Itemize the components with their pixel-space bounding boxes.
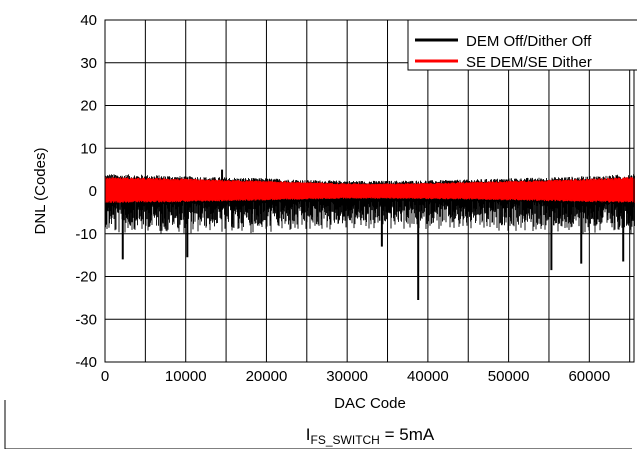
y-tick-label: 40 bbox=[80, 12, 97, 29]
legend: DEM Off/Dither Off SE DEM/SE Dither bbox=[407, 19, 637, 71]
y-tick-label: 10 bbox=[80, 140, 97, 157]
x-tick-label: 60000 bbox=[568, 368, 610, 385]
y-tick-label: -40 bbox=[75, 354, 97, 371]
legend-label-se-dem: SE DEM/SE Dither bbox=[466, 54, 592, 71]
y-axis-label: DNL (Codes) bbox=[32, 148, 49, 235]
annotation-prefix: I bbox=[306, 425, 311, 444]
tick-labels: 0 10000 20000 30000 40000 50000 60000 -40 -30 -20… bbox=[75, 12, 610, 385]
data-layer bbox=[104, 169, 635, 301]
x-axis-label: DAC Code bbox=[334, 395, 406, 412]
x-tick-label: 40000 bbox=[407, 368, 449, 385]
y-tick-label: 30 bbox=[80, 55, 97, 72]
annotation-suffix: = 5mA bbox=[380, 425, 435, 444]
y-tick-label: 0 bbox=[89, 183, 97, 200]
plot-border bbox=[104, 19, 635, 363]
legend-label-dem-off: DEM Off/Dither Off bbox=[466, 33, 592, 50]
y-tick-label: -30 bbox=[75, 311, 97, 328]
x-tick-label: 0 bbox=[101, 368, 109, 385]
x-tick-label: 50000 bbox=[488, 368, 530, 385]
annotation-subscript: FS_SWITCH bbox=[311, 433, 380, 447]
x-tick-label: 30000 bbox=[326, 368, 368, 385]
y-tick-label: -20 bbox=[75, 269, 97, 286]
y-tick-label: -10 bbox=[75, 226, 97, 243]
condition-annotation: IFS_SWITCH = 5mA bbox=[306, 425, 435, 447]
x-tick-label: 20000 bbox=[246, 368, 288, 385]
x-tick-label: 10000 bbox=[165, 368, 207, 385]
y-tick-label: 20 bbox=[80, 98, 97, 115]
